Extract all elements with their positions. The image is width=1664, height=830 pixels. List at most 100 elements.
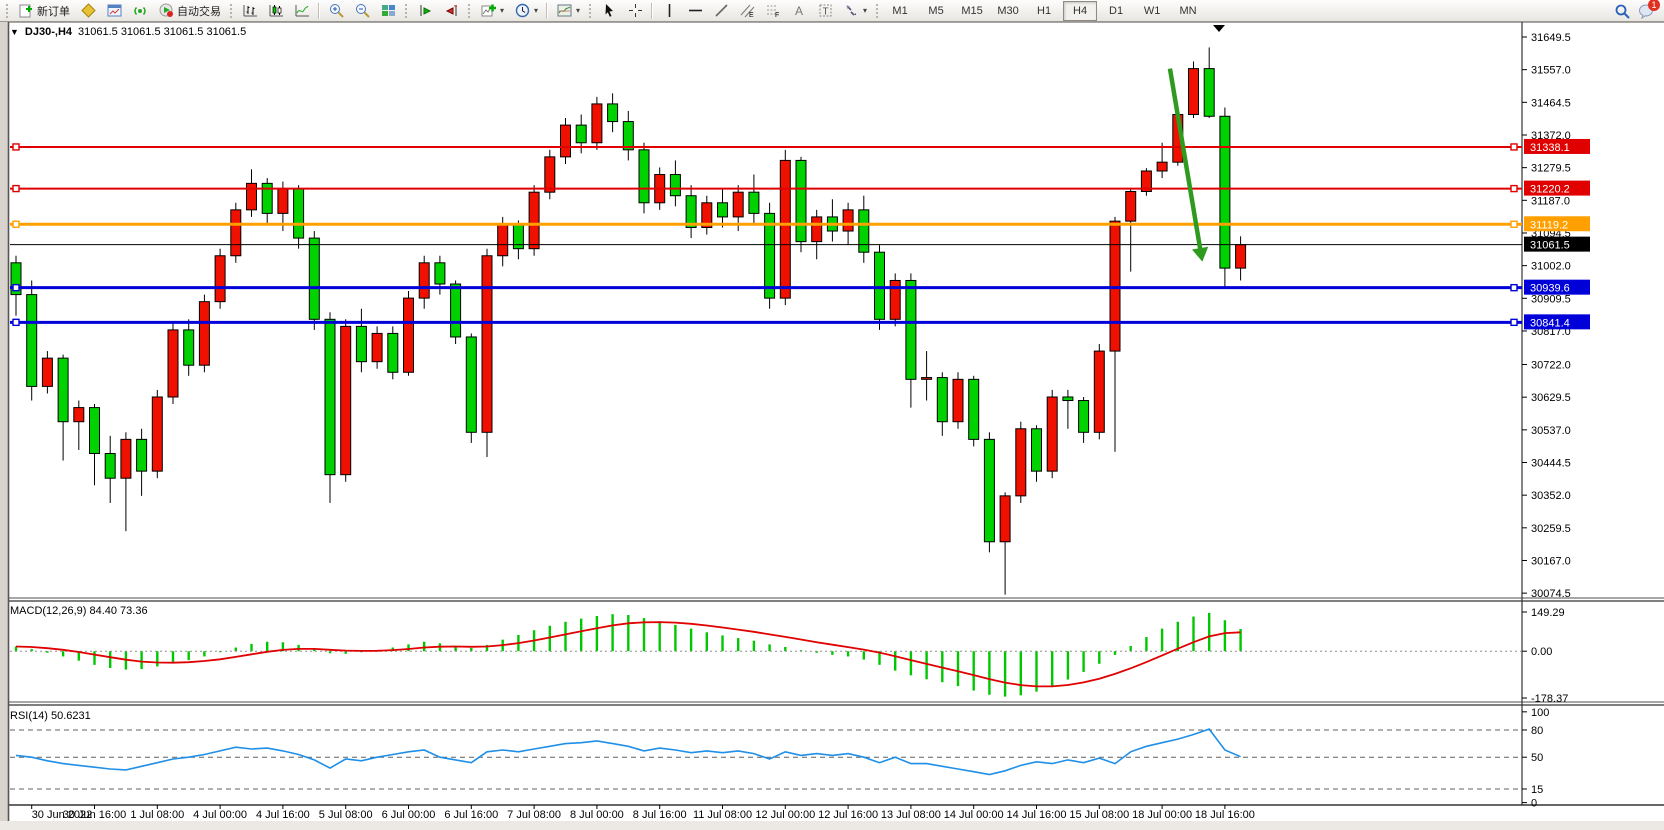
svg-text:31649.5: 31649.5 [1531,32,1571,44]
toolbar-drag-handle[interactable] [467,2,472,19]
auto-trading-button[interactable]: 自动交易 [153,0,226,22]
rsi-indicator-label: RSI(14) 50.6231 [10,710,91,722]
timeframe-button-mn[interactable]: MN [1179,4,1197,17]
toolbar-drag-handle[interactable] [875,2,881,19]
fibonacci-tool-icon[interactable]: F [760,2,786,20]
periods-button[interactable]: ▾ [509,0,543,22]
time-axis-label: 14 Jul 00:00 [944,809,1004,821]
candle [214,248,226,309]
svg-text:31187.0: 31187.0 [1531,195,1570,207]
time-axis-label: 7 Jul 08:00 [507,809,561,821]
zoom-in-icon[interactable] [323,2,349,20]
candle [905,273,917,408]
timeframe-button-m15[interactable]: M15 [961,4,983,17]
candle [246,169,257,217]
toolbar-drag-handle[interactable] [404,2,409,19]
candle [387,326,399,380]
signals-icon[interactable] [127,2,153,20]
horizontal-line-30841.4[interactable]: 30841.4 [10,314,1590,330]
candle [1203,47,1215,119]
trendline-tool-icon[interactable] [708,2,734,20]
search-icon[interactable] [1614,3,1630,19]
candle [544,149,556,200]
arrows-tool-button[interactable]: ▾ [838,0,872,22]
time-axis-label: 15 Jul 08:00 [1069,809,1129,821]
svg-text:0: 0 [1531,798,1537,810]
timeframe-button-d1[interactable]: D1 [1109,4,1124,17]
equidistant-channel-tool-icon[interactable]: E [734,2,760,20]
svg-text:30841.4: 30841.4 [1530,317,1570,329]
main-toolbar: 新订单 自动交易 [0,0,1664,22]
time-axis-label: 13 Jul 08:00 [881,809,941,821]
svg-text:30722.0: 30722.0 [1531,360,1571,372]
chart-window-icon[interactable] [101,2,127,20]
time-axis-label: 4 Jul 16:00 [256,809,310,821]
candle [340,319,352,482]
candle [481,248,493,458]
svg-text:100: 100 [1531,707,1549,719]
time-axis-label: 12 Jul 16:00 [818,809,878,821]
svg-text:T: T [822,7,828,18]
crosshair-icon[interactable] [622,2,648,20]
svg-text:30939.6: 30939.6 [1530,283,1570,295]
time-axis-label: 30 Jun 2022 [32,809,93,821]
time-axis-label: 5 Jul 08:00 [319,809,373,821]
rsi-line [15,728,1241,776]
vertical-line-tool-icon[interactable] [656,2,682,20]
candle [167,322,179,405]
candle [1093,344,1105,440]
time-axis-label: 1 Jul 08:00 [130,809,184,821]
arrow-annotation[interactable] [1167,68,1209,262]
text-label-tool-icon[interactable]: T [812,2,838,20]
horizontal-line-tool-icon[interactable] [682,2,708,20]
chart-title-dropdown-icon[interactable]: ▼ [10,27,19,37]
indicators-button[interactable]: ▾ [475,0,509,22]
text-tool-icon[interactable]: A [786,2,812,20]
candle [57,354,69,461]
metaeditor-icon[interactable] [75,2,101,20]
timeframe-button-m5[interactable]: M5 [928,4,944,17]
tile-windows-icon[interactable] [375,2,401,20]
horizontal-line-31338.1[interactable]: 31338.1 [10,138,1590,154]
svg-text:31279.5: 31279.5 [1531,163,1571,175]
svg-text:E: E [749,12,754,18]
templates-button[interactable]: ▾ [551,0,585,22]
candle [1046,389,1058,479]
chat-icon[interactable]: 1 [1638,0,1660,19]
candle [779,149,791,306]
cursor-icon[interactable] [596,2,622,20]
price-scale[interactable]: 31649.531557.031464.531372.031279.531187… [1522,32,1571,810]
candle [1140,168,1152,196]
ohlc-bars-icon[interactable] [237,2,263,20]
new-order-label: 新订单 [37,5,70,18]
dropdown-caret-icon: ▾ [576,6,581,15]
line-chart-icon[interactable] [289,2,315,20]
toolbar-drag-handle[interactable] [588,2,594,19]
horizontal-line-31119.2[interactable]: 31119.2 [10,216,1590,232]
auto-scroll-icon[interactable] [412,2,438,20]
toolbar-drag-handle[interactable] [5,2,10,19]
timeframe-button-w1[interactable]: W1 [1143,4,1161,17]
horizontal-line-30939.6[interactable]: 30939.6 [10,279,1590,295]
candlestick-chart-icon[interactable] [263,2,289,20]
timeframe-button-m30[interactable]: M30 [997,4,1019,17]
chart-canvas[interactable]: 31649.531557.031464.531372.031279.531187… [0,21,1664,830]
candle [528,185,540,256]
timeframe-button-m1[interactable]: M1 [892,4,908,17]
zoom-out-icon[interactable] [349,2,375,20]
candle [1062,389,1074,429]
svg-text:31119.2: 31119.2 [1530,219,1568,231]
timeframe-button-h4[interactable]: H4 [1063,0,1098,21]
candle [811,209,823,260]
horizontal-line-31220.2[interactable]: 31220.2 [10,180,1590,196]
new-order-button[interactable]: 新订单 [13,0,75,22]
toolbar-drag-handle[interactable] [229,2,234,19]
candle [936,372,948,436]
candle [1109,216,1121,452]
chart-shift-marker[interactable] [1213,25,1225,32]
chart-shift-icon[interactable] [438,2,464,20]
timeframe-bar: M1 M5 M15 M30 H1 H4 D1 W1 MN [883,0,1205,21]
svg-text:0.00: 0.00 [1531,646,1552,658]
timeframe-button-h1[interactable]: H1 [1037,4,1052,17]
